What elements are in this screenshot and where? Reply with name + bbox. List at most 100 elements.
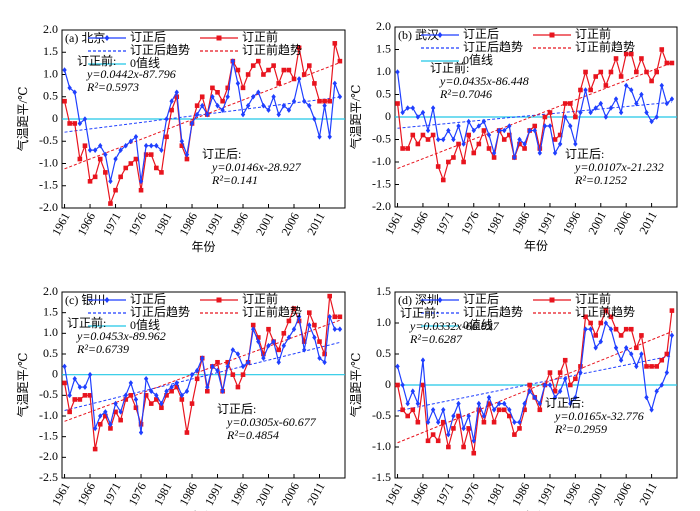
y-tick-label: -2.0 — [372, 199, 391, 213]
marker — [256, 58, 261, 64]
marker — [149, 388, 154, 394]
legend-marker — [549, 297, 555, 303]
x-tick-label: 1996 — [227, 210, 251, 238]
marker — [312, 322, 317, 328]
marker — [628, 51, 634, 57]
marker — [148, 401, 154, 406]
marker — [440, 177, 446, 183]
marker — [113, 187, 118, 193]
y-axis-label: 气温距平/℃ — [348, 353, 363, 418]
marker — [639, 56, 644, 61]
x-tick-label: 1991 — [202, 480, 226, 508]
legend-marker — [437, 297, 443, 303]
y-tick-label: 1.0 — [376, 315, 391, 329]
x-tick-label: 2006 — [278, 210, 302, 238]
marker — [430, 132, 436, 138]
marker — [72, 376, 77, 382]
marker — [522, 407, 527, 413]
marker — [235, 80, 241, 87]
marker — [644, 69, 649, 75]
marker — [400, 109, 405, 116]
marker — [425, 137, 431, 142]
marker — [250, 63, 256, 68]
y-tick-label: 2.0 — [43, 284, 58, 298]
legend-label: 订正前趋势 — [242, 42, 302, 57]
marker — [593, 333, 599, 338]
marker — [302, 347, 307, 353]
legend-marker — [216, 35, 222, 41]
marker — [220, 388, 225, 394]
marker — [562, 357, 568, 363]
legend-label: 订正后趋势 — [130, 43, 190, 57]
marker — [425, 419, 431, 425]
y-axis-label: 气温距平/℃ — [348, 85, 363, 150]
marker — [67, 121, 72, 126]
marker — [532, 123, 538, 129]
marker — [271, 338, 276, 345]
marker — [471, 438, 476, 444]
y-tick-label: -1.5 — [39, 428, 58, 442]
marker — [659, 382, 664, 388]
marker — [82, 116, 88, 122]
marker — [133, 134, 139, 140]
y-tick-label: 1.5 — [43, 304, 58, 318]
x-tick-label: 1996 — [560, 480, 584, 508]
y-tick-label: 0 — [52, 111, 58, 125]
y-tick-label: 0 — [385, 109, 391, 123]
annotation: 订正后: — [217, 402, 256, 416]
marker — [639, 333, 644, 338]
marker — [395, 101, 400, 106]
marker — [664, 351, 670, 357]
marker — [603, 308, 609, 313]
marker — [552, 388, 558, 394]
marker — [194, 376, 200, 382]
marker — [266, 326, 271, 332]
marker — [583, 87, 588, 93]
marker — [598, 320, 604, 326]
marker — [634, 345, 639, 351]
legend-label: 订正后 — [130, 292, 166, 306]
y-tick-label: 1.5 — [376, 41, 391, 55]
annotation: 订正后: — [202, 147, 241, 161]
marker — [456, 400, 461, 407]
marker — [337, 326, 343, 332]
marker — [200, 355, 205, 361]
marker — [164, 393, 169, 398]
y-tick-label: 2.0 — [43, 22, 58, 36]
marker — [245, 102, 251, 109]
marker — [337, 93, 343, 100]
marker — [296, 45, 302, 51]
x-axis-label: 年份 — [524, 239, 548, 253]
marker — [322, 102, 327, 109]
marker — [245, 72, 251, 77]
plot-frame — [61, 291, 346, 479]
x-tick-label: 1981 — [151, 480, 175, 508]
marker — [634, 69, 639, 75]
marker — [327, 293, 333, 299]
y-tick-label: 0.5 — [376, 346, 391, 360]
marker — [410, 407, 416, 413]
marker — [240, 85, 246, 91]
marker — [420, 132, 426, 138]
marker — [215, 90, 220, 95]
legend-label: 订正前趋势 — [575, 304, 635, 319]
marker — [405, 413, 411, 419]
trend-line — [64, 319, 341, 422]
marker — [496, 127, 502, 134]
x-tick-label: 1991 — [202, 210, 226, 238]
marker — [415, 419, 421, 425]
annotation: y=0.0442x-87.796 — [86, 67, 176, 81]
legend-label: 订正前 — [242, 291, 278, 306]
marker — [240, 363, 246, 370]
marker — [563, 114, 568, 120]
marker — [623, 345, 629, 351]
marker — [476, 141, 482, 147]
marker — [251, 93, 256, 100]
marker — [481, 128, 487, 133]
x-axis-label: 年份 — [191, 240, 215, 254]
marker — [435, 419, 441, 425]
marker — [271, 63, 276, 68]
marker — [92, 147, 98, 153]
